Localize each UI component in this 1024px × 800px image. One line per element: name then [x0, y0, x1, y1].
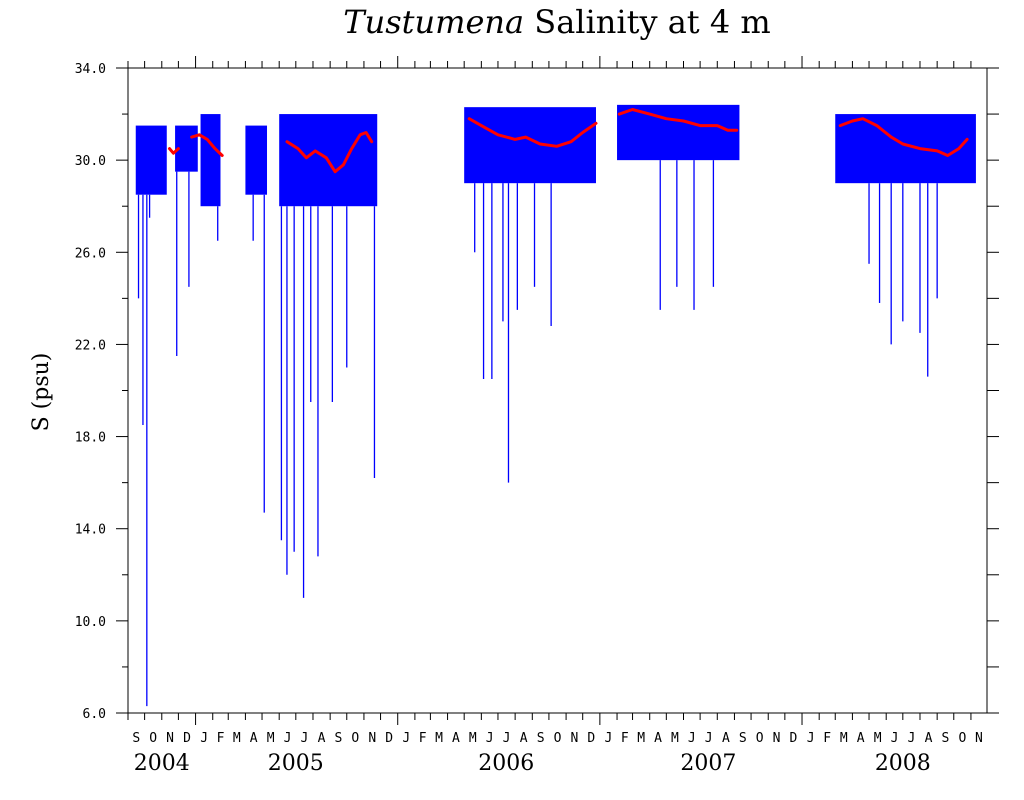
x-year-label: 2005	[268, 751, 324, 776]
x-month-label: J	[486, 731, 494, 746]
x-month-label: M	[469, 731, 477, 746]
x-month-label: F	[823, 731, 831, 746]
x-month-label: A	[722, 731, 730, 746]
x-month-label: J	[907, 731, 915, 746]
x-month-label: J	[605, 731, 613, 746]
y-tick-label: 34.0	[75, 62, 106, 77]
y-axis-label: S (psu)	[29, 353, 54, 432]
x-month-label: J	[891, 731, 899, 746]
x-month-label: J	[200, 731, 208, 746]
smoothed-salinity-line	[838, 117, 969, 157]
x-year-label: 2007	[680, 751, 736, 776]
x-month-label: A	[318, 731, 326, 746]
x-month-label: A	[857, 731, 865, 746]
chart-title-italic: Tustumena	[343, 3, 524, 41]
x-month-label: M	[233, 731, 241, 746]
x-month-label: D	[385, 731, 393, 746]
smoothed-salinity-line	[190, 133, 224, 157]
x-month-label: N	[773, 731, 781, 746]
y-tick-label: 18.0	[75, 431, 106, 446]
raw-salinity-band	[464, 107, 596, 184]
x-month-label: N	[166, 731, 174, 746]
x-month-label: J	[402, 731, 410, 746]
x-month-label: J	[688, 731, 696, 746]
raw-salinity-band	[135, 125, 167, 195]
x-month-label: N	[368, 731, 376, 746]
x-month-label: N	[570, 731, 578, 746]
raw-salinity-band	[200, 114, 221, 207]
raw-salinity-band	[245, 125, 268, 195]
x-month-label: M	[671, 731, 679, 746]
x-month-label: A	[925, 731, 933, 746]
x-month-label: M	[435, 731, 443, 746]
x-month-label: J	[284, 731, 292, 746]
x-month-label: A	[654, 731, 662, 746]
y-tick-label: 14.0	[75, 523, 106, 538]
x-month-label: O	[554, 731, 562, 746]
x-month-label: J	[807, 731, 815, 746]
x-month-label: J	[503, 731, 511, 746]
y-tick-label: 10.0	[75, 615, 106, 630]
chart-title: Tustumena Salinity at 4 m	[343, 3, 770, 41]
x-month-label: F	[217, 731, 225, 746]
x-month-label: S	[335, 731, 343, 746]
smoothed-salinity-line	[285, 131, 374, 174]
y-tick-label: 26.0	[75, 246, 106, 261]
x-month-label: S	[942, 731, 950, 746]
x-month-label: S	[132, 731, 140, 746]
x-month-label: J	[300, 731, 308, 746]
smoothed-salinity-line	[168, 147, 180, 155]
y-tick-label: 6.0	[83, 707, 106, 722]
chart-title-rest: Salinity at 4 m	[524, 3, 771, 41]
x-month-label: F	[419, 731, 427, 746]
x-year-label: 2004	[134, 751, 190, 776]
x-year-label: 2008	[875, 751, 931, 776]
smoothed-salinity-line	[617, 108, 739, 132]
x-month-label: O	[958, 731, 966, 746]
raw-salinity-band	[617, 104, 740, 161]
x-month-label: M	[637, 731, 645, 746]
x-month-label: S	[739, 731, 747, 746]
x-month-label: M	[874, 731, 882, 746]
x-month-label: N	[975, 731, 983, 746]
x-month-label: M	[267, 731, 275, 746]
x-month-label: J	[705, 731, 713, 746]
x-month-label: A	[250, 731, 258, 746]
smoothed-salinity-line	[467, 117, 598, 148]
x-month-label: S	[537, 731, 545, 746]
x-month-label: F	[621, 731, 629, 746]
x-month-label: O	[351, 731, 359, 746]
y-tick-label: 30.0	[75, 154, 106, 169]
x-month-label: D	[790, 731, 798, 746]
x-month-label: O	[149, 731, 157, 746]
x-month-label: D	[183, 731, 191, 746]
raw-salinity-band	[835, 114, 976, 184]
x-month-label: A	[452, 731, 460, 746]
x-month-label: A	[520, 731, 528, 746]
x-month-label: D	[587, 731, 595, 746]
y-tick-label: 22.0	[75, 338, 106, 353]
x-year-label: 2006	[478, 751, 534, 776]
x-month-label: O	[756, 731, 764, 746]
x-month-label: M	[840, 731, 848, 746]
plot-area: 6.010.014.018.022.026.030.034.0S O N D J F M A M…	[75, 56, 999, 776]
